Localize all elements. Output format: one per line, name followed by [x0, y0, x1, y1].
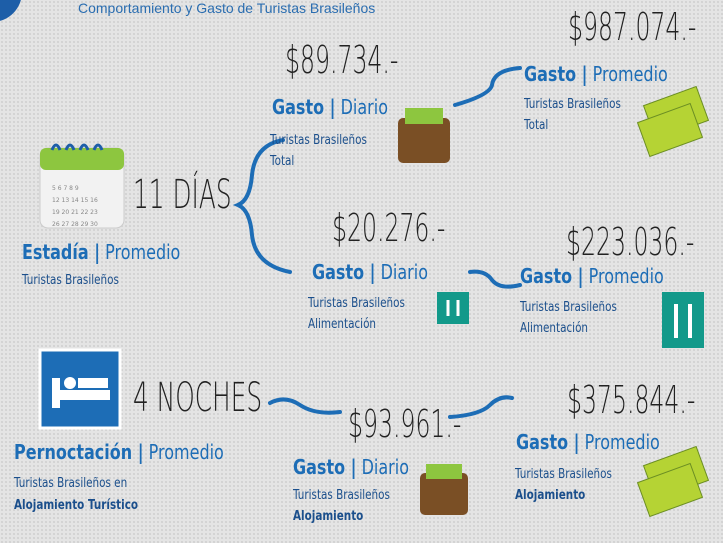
- card-label: Gasto | Promedio: [520, 264, 664, 288]
- stay-line: Turistas Brasileños: [22, 273, 119, 288]
- label: Promedio: [105, 240, 181, 264]
- money-icons: [636, 85, 710, 518]
- card-label: Gasto | Diario: [312, 260, 428, 284]
- amount: $375.844.-: [567, 378, 696, 422]
- corner-icon: [0, 0, 21, 21]
- card-label: Gasto | Diario: [293, 455, 409, 479]
- svg-text:26 27 28 29 30: 26 27 28 29 30: [52, 221, 98, 228]
- amount: $987.074.-: [568, 5, 697, 49]
- card-line: Turistas Brasileños: [520, 300, 617, 315]
- card-line: Turistas Brasileños: [515, 467, 612, 482]
- nights-label: Pernoctación | Promedio: [14, 440, 224, 464]
- label: Promedio: [584, 430, 660, 454]
- card-line: Alojamiento: [293, 509, 364, 524]
- card-line: Alimentación: [520, 321, 589, 336]
- card-label: Gasto | Diario: [272, 95, 388, 119]
- nights-line: Alojamiento Turístico: [14, 498, 139, 513]
- label-bold: Gasto |: [272, 95, 336, 119]
- label-bold: Pernoctación |: [14, 440, 144, 464]
- food-icons: [437, 292, 704, 348]
- card-label: Gasto | Promedio: [516, 430, 660, 454]
- label: Diario: [361, 455, 409, 479]
- card-label: Gasto | Promedio: [524, 62, 668, 86]
- card-line: Turistas Brasileños: [270, 133, 367, 148]
- label-bold: Gasto |: [524, 62, 588, 86]
- amount: $93.961.-: [348, 402, 462, 446]
- connectors: [232, 66, 522, 419]
- label: Promedio: [588, 264, 664, 288]
- amount: $20.276.-: [332, 206, 446, 250]
- svg-text:12 13 14 15 16: 12 13 14 15 16: [52, 197, 98, 204]
- calendar-icon: 5 6 7 8 9 12 13 14 15 16 19 20 21 22 23 26 …: [39, 143, 125, 229]
- stay-label: Estadía | Promedio: [22, 240, 180, 264]
- amount: $223.036.-: [566, 220, 695, 264]
- bed-icon: [38, 348, 122, 430]
- card-line: Alimentación: [308, 317, 377, 332]
- nights-value: 4 NOCHES: [133, 375, 263, 421]
- wallet-icons: [398, 108, 468, 515]
- title: Comportamiento y Gasto de Turistas Brasi…: [78, 0, 376, 16]
- card-line: Alojamiento: [515, 488, 586, 503]
- label: Diario: [380, 260, 428, 284]
- label-bold: Gasto |: [293, 455, 357, 479]
- card-line: Total: [270, 154, 295, 169]
- label-bold: Gasto |: [516, 430, 580, 454]
- card-line: Turistas Brasileños: [308, 296, 405, 311]
- svg-text:19 20 21 22 23: 19 20 21 22 23: [52, 209, 98, 216]
- svg-text:5 6 7 8 9: 5 6 7 8 9: [52, 185, 79, 192]
- label: Promedio: [592, 62, 668, 86]
- label-bold: Gasto |: [520, 264, 584, 288]
- stay-value: 11 DÍAS: [133, 172, 232, 218]
- card-line: Total: [524, 118, 549, 133]
- label: Diario: [340, 95, 388, 119]
- card-line: Turistas Brasileños: [293, 488, 390, 503]
- label-bold: Gasto |: [312, 260, 376, 284]
- card-line: Turistas Brasileños: [524, 97, 621, 112]
- label: Promedio: [148, 440, 224, 464]
- nights-line: Turistas Brasileños en: [14, 476, 128, 491]
- amount: $89.734.-: [285, 38, 399, 82]
- label-bold: Estadía |: [22, 240, 101, 264]
